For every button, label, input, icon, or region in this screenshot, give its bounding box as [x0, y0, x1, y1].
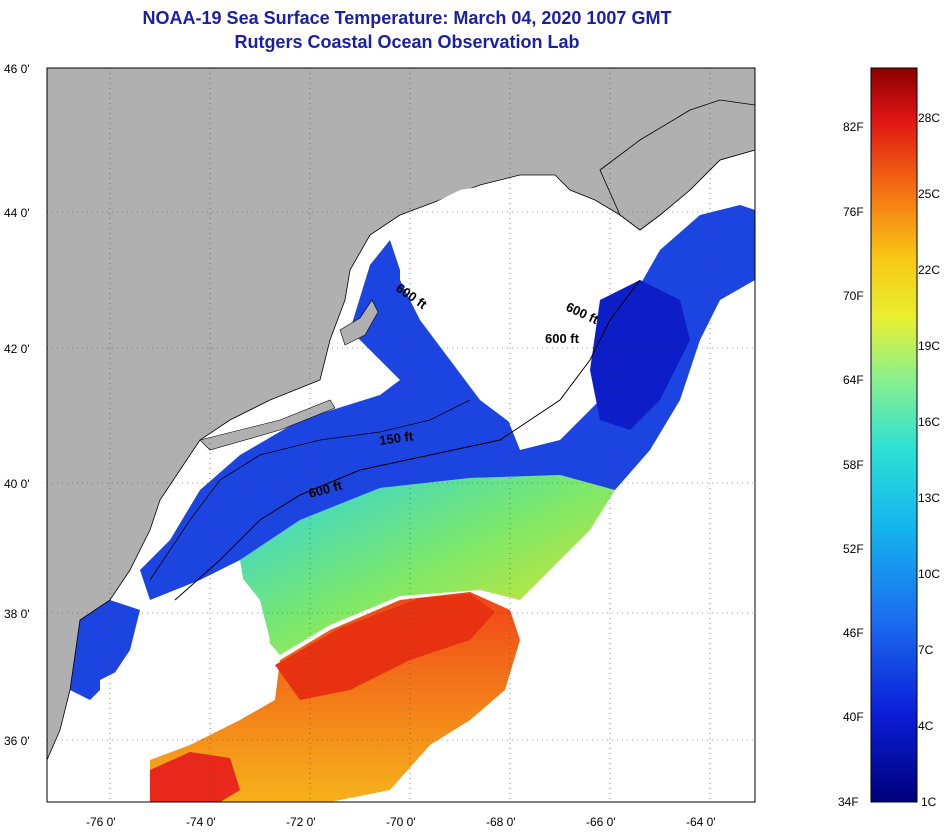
- colorbar-c-label: 1C: [921, 795, 937, 809]
- lon-tick-label: -72 0': [286, 815, 316, 829]
- colorbar-c-label: 13C: [918, 491, 940, 505]
- land-cape-cod: [339, 299, 379, 346]
- graticule: [47, 68, 755, 802]
- coastal-cold-water: [70, 600, 140, 700]
- cloud-gulf-of-maine: [400, 180, 600, 430]
- hot-core-south: [150, 752, 240, 802]
- lon-tick-label: -68 0': [486, 815, 516, 829]
- lon-tick-label: -64 0': [686, 815, 716, 829]
- colorbar-c-label: 25C: [918, 187, 940, 201]
- map-subtitle: Rutgers Coastal Ocean Observation Lab: [234, 32, 580, 52]
- colorbar-f-label: 34F: [838, 795, 859, 809]
- colorbar-f-label: 46F: [843, 626, 864, 640]
- contour-label: 600 ft: [545, 331, 580, 346]
- lat-tick-label: 36 0': [4, 734, 30, 748]
- lat-axis: 46 0' 44 0' 42 0' 40 0' 38 0' 36 0': [4, 62, 30, 748]
- map-frame: [46, 67, 756, 803]
- colorbar-c-label: 7C: [918, 643, 934, 657]
- colorbar-scale: [870, 67, 918, 803]
- colorbar-c-label: 22C: [918, 263, 940, 277]
- colorbar-f-label: 70F: [843, 289, 864, 303]
- lat-tick-label: 46 0': [4, 62, 30, 76]
- colorbar-c-label: 19C: [918, 339, 940, 353]
- colorbar-c-label: 10C: [918, 567, 940, 581]
- slope-water: [240, 475, 615, 655]
- colorbar-c-label: 28C: [918, 111, 940, 125]
- lat-tick-label: 40 0': [4, 477, 30, 491]
- lon-tick-label: -74 0': [186, 815, 216, 829]
- lon-axis: -76 0' -74 0' -72 0' -70 0' -68 0' -66 0…: [86, 815, 716, 829]
- colorbar-f-label: 52F: [843, 542, 864, 556]
- deep-cold-water: [590, 280, 690, 430]
- lon-tick-label: -76 0': [86, 815, 116, 829]
- colorbar-f-label: 76F: [843, 205, 864, 219]
- lon-tick-label: -66 0': [586, 815, 616, 829]
- contour-600ft: [174, 279, 641, 601]
- colorbar-f-label: 58F: [843, 458, 864, 472]
- land-nova-scotia: [599, 99, 755, 231]
- colorbar-f-label: 64F: [843, 373, 864, 387]
- lat-tick-label: 42 0': [4, 342, 30, 356]
- colorbar-f-label: 40F: [843, 710, 864, 724]
- lon-tick-label: -70 0': [386, 815, 416, 829]
- colorbar-c-label: 16C: [918, 415, 940, 429]
- colorbar-c-label: 4C: [918, 719, 934, 733]
- land-long-island: [199, 399, 336, 451]
- shelf-water: [140, 205, 755, 600]
- contour-150ft: [149, 399, 471, 581]
- hot-core: [275, 594, 495, 700]
- cloud-shelf-south: [100, 575, 270, 760]
- colorbar: 82F 76F 70F 64F 58F 52F 46F 40F 34F 28C …: [838, 67, 940, 809]
- contour-label: 150 ft: [378, 428, 414, 448]
- colorbar-f-label: 82F: [843, 120, 864, 134]
- lat-tick-label: 44 0': [4, 206, 30, 220]
- lat-tick-label: 38 0': [4, 607, 30, 621]
- map-title: NOAA-19 Sea Surface Temperature: March 0…: [142, 8, 672, 28]
